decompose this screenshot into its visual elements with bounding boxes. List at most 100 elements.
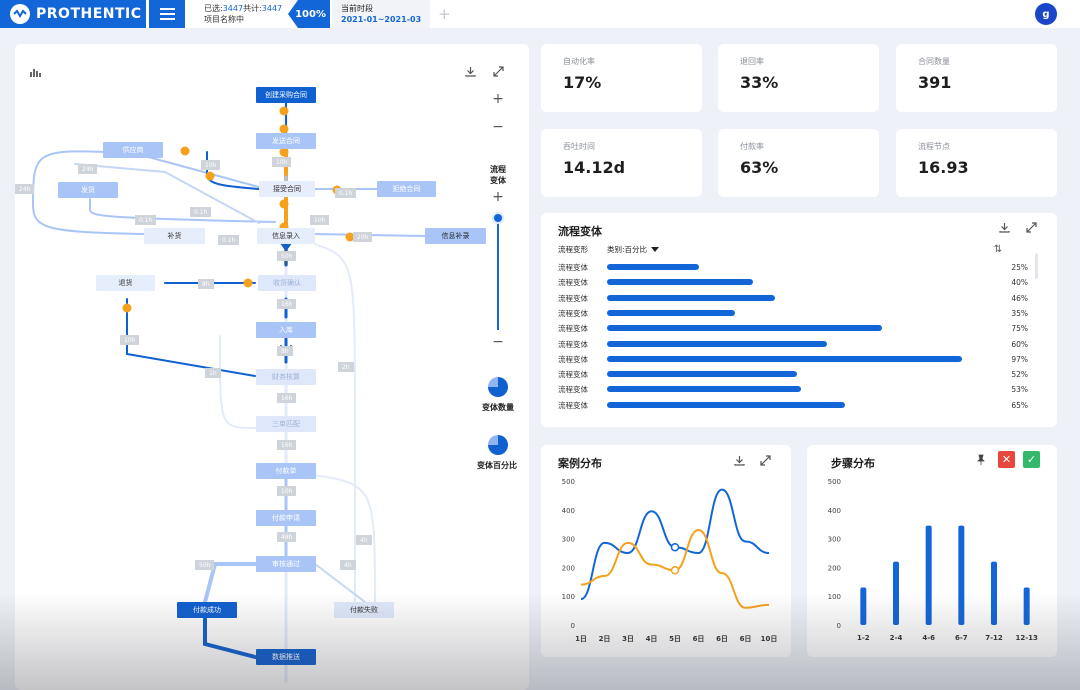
variant-scrollbar[interactable] (1035, 253, 1038, 279)
y-tick-label: 200 (562, 564, 575, 572)
variant-row[interactable]: 流程变体 75% (558, 320, 1028, 335)
bar (860, 588, 866, 625)
flow-node-data-push[interactable]: 数据推送 (256, 649, 316, 665)
edge-label: 4h (356, 535, 372, 545)
variant-row[interactable]: 流程变体 97% (558, 351, 1028, 366)
flow-node-finance[interactable]: 财务核算 (256, 369, 316, 385)
selection-percent-tab[interactable]: 100% (288, 0, 330, 28)
edge-label: 16h (277, 299, 296, 309)
variant-row[interactable]: 流程变体 65% (558, 397, 1028, 412)
variant-bar (607, 402, 845, 408)
variant-percent: 25% (1011, 263, 1028, 272)
stat-label: 合同数量 (918, 56, 1057, 67)
stat-value: 63% (740, 158, 879, 177)
variant-slider-track[interactable] (497, 218, 499, 330)
period-range: 2021-01~2021-03 (341, 14, 430, 25)
zoom-out-button[interactable]: − (490, 119, 506, 135)
variant-percent: 52% (1011, 370, 1028, 379)
x-tick-label: 5日 (669, 635, 681, 643)
flow-node-info-supplement[interactable]: 信息补录 (425, 228, 486, 244)
variant-row[interactable]: 流程变体 40% (558, 274, 1028, 289)
variant-row[interactable]: 流程变体 60% (558, 336, 1028, 351)
stat-card-automation: 自动化率 17% (541, 44, 702, 112)
line-chart: 0 100 200 300 400 500 1日 2日 3日 4日 5日 6日 6日 6日 10日 (541, 445, 791, 657)
variant-name: 流程变体 (558, 339, 588, 350)
edge-label: 20h (353, 232, 372, 242)
flow-node-return[interactable]: 退货 (96, 275, 155, 291)
variant-row[interactable]: 流程变体 52% (558, 366, 1028, 381)
edge-label: 2h (338, 362, 354, 372)
edge-label: 0.1h (335, 188, 356, 198)
variant-category-dropdown[interactable]: 类别:百分比 (607, 244, 659, 255)
hamburger-menu-icon[interactable] (149, 0, 185, 28)
flow-node-payment-success[interactable]: 付款成功 (177, 602, 237, 618)
flow-node-payment-failed[interactable]: 付款失败 (334, 602, 394, 618)
variant-percent: 65% (1011, 401, 1028, 410)
x-tick-label: 2日 (599, 635, 611, 643)
flow-node-info-entry[interactable]: 信息录入 (257, 228, 315, 244)
add-tab-button[interactable]: + (438, 5, 451, 23)
variant-name: 流程变体 (558, 262, 588, 273)
x-tick-label: 10日 (761, 635, 778, 643)
x-tick-label: 12-13 (1015, 634, 1038, 642)
bar-chart: 01002003004005001-2 2-4 4-6 6-7 7-12 12-13 (807, 445, 1057, 657)
variant-name: 流程变体 (558, 277, 588, 288)
variant-row[interactable]: 流程变体 53% (558, 381, 1028, 396)
brand-logo[interactable]: PROTHENTIC (0, 0, 146, 28)
edge-label: 0.1h (190, 207, 211, 217)
edge-label: 50h (195, 560, 214, 570)
flow-node-payment-order[interactable]: 付款单 (256, 463, 316, 479)
variant-name: 流程变体 (558, 323, 588, 334)
variant-slider-title: 流程 变体 (488, 164, 508, 186)
process-variant-panel: 流程变体 流程变形 类别:百分比 ⇅ 流程变体 25% 流程变体 40% 流程变体 46%… (541, 213, 1057, 427)
stat-label: 吞吐时间 (563, 141, 702, 152)
period-tab[interactable]: 当前时段 2021-01~2021-03 (332, 0, 430, 28)
user-avatar[interactable]: g (1035, 3, 1057, 25)
flow-node-reject-contract[interactable]: 拒绝合同 (377, 181, 436, 197)
zoom-in-button[interactable]: + (490, 91, 506, 107)
variant-percent-pie-icon[interactable] (488, 435, 508, 455)
flow-node-ship[interactable]: 发货 (58, 182, 118, 198)
edge-label: 24h (15, 184, 34, 194)
variant-slider-handle[interactable] (492, 212, 504, 224)
x-tick-label: 7-12 (985, 634, 1003, 642)
y-tick-label: 500 (828, 478, 841, 486)
variant-bar (607, 279, 753, 285)
variant-bar (607, 325, 882, 331)
variant-bar (607, 356, 962, 362)
x-tick-label: 6日 (740, 635, 752, 643)
flow-node-payment-request[interactable]: 付款申请 (256, 510, 316, 526)
edge-label: 0.1h (218, 235, 239, 245)
flow-node-restock[interactable]: 补货 (144, 228, 205, 244)
flow-node-three-match[interactable]: 三单匹配 (256, 416, 316, 432)
flow-node-approved[interactable]: 审核通过 (256, 556, 316, 572)
edge-label: 10h (272, 157, 291, 167)
stat-label: 自动化率 (563, 56, 702, 67)
stat-value: 391 (918, 73, 1057, 92)
variant-row[interactable]: 流程变体 25% (558, 259, 1028, 274)
series-marker-2 (672, 567, 679, 574)
flow-node-warehouse-in[interactable]: 入库 (256, 322, 316, 338)
variant-row[interactable]: 流程变体 35% (558, 305, 1028, 320)
flow-node-create-contract[interactable]: 创建采购合同 (256, 87, 316, 103)
stat-value: 14.12d (563, 158, 702, 177)
variant-name: 流程变体 (558, 400, 588, 411)
flow-node-send-contract[interactable]: 发送合同 (256, 133, 316, 149)
process-flow-panel: 创建采购合同 发送合同 接受合同 拒绝合同 供应商 发货 补货 信息录入 信息补… (15, 44, 529, 690)
sort-icon[interactable]: ⇅ (990, 241, 1006, 257)
slider-plus-button[interactable]: + (490, 189, 506, 205)
flow-node-supplier[interactable]: 供应商 (103, 142, 163, 158)
variant-category-label: 类别:百分比 (607, 244, 647, 255)
download-icon[interactable] (996, 219, 1012, 235)
flow-node-accept-contract[interactable]: 接受合同 (259, 181, 315, 197)
variant-row[interactable]: 流程变体 46% (558, 290, 1028, 305)
slider-minus-button[interactable]: − (490, 334, 506, 350)
flow-node-receipt[interactable]: 收货确认 (258, 275, 316, 291)
stat-card-payment-rate: 付款率 63% (718, 129, 879, 197)
variant-count-pie-icon[interactable] (488, 377, 508, 397)
variant-bar (607, 386, 801, 392)
expand-icon[interactable] (1023, 219, 1039, 235)
x-tick-label: 6-7 (955, 634, 968, 642)
stat-card-return-rate: 退回率 33% (718, 44, 879, 112)
variant-percent: 40% (1011, 278, 1028, 287)
